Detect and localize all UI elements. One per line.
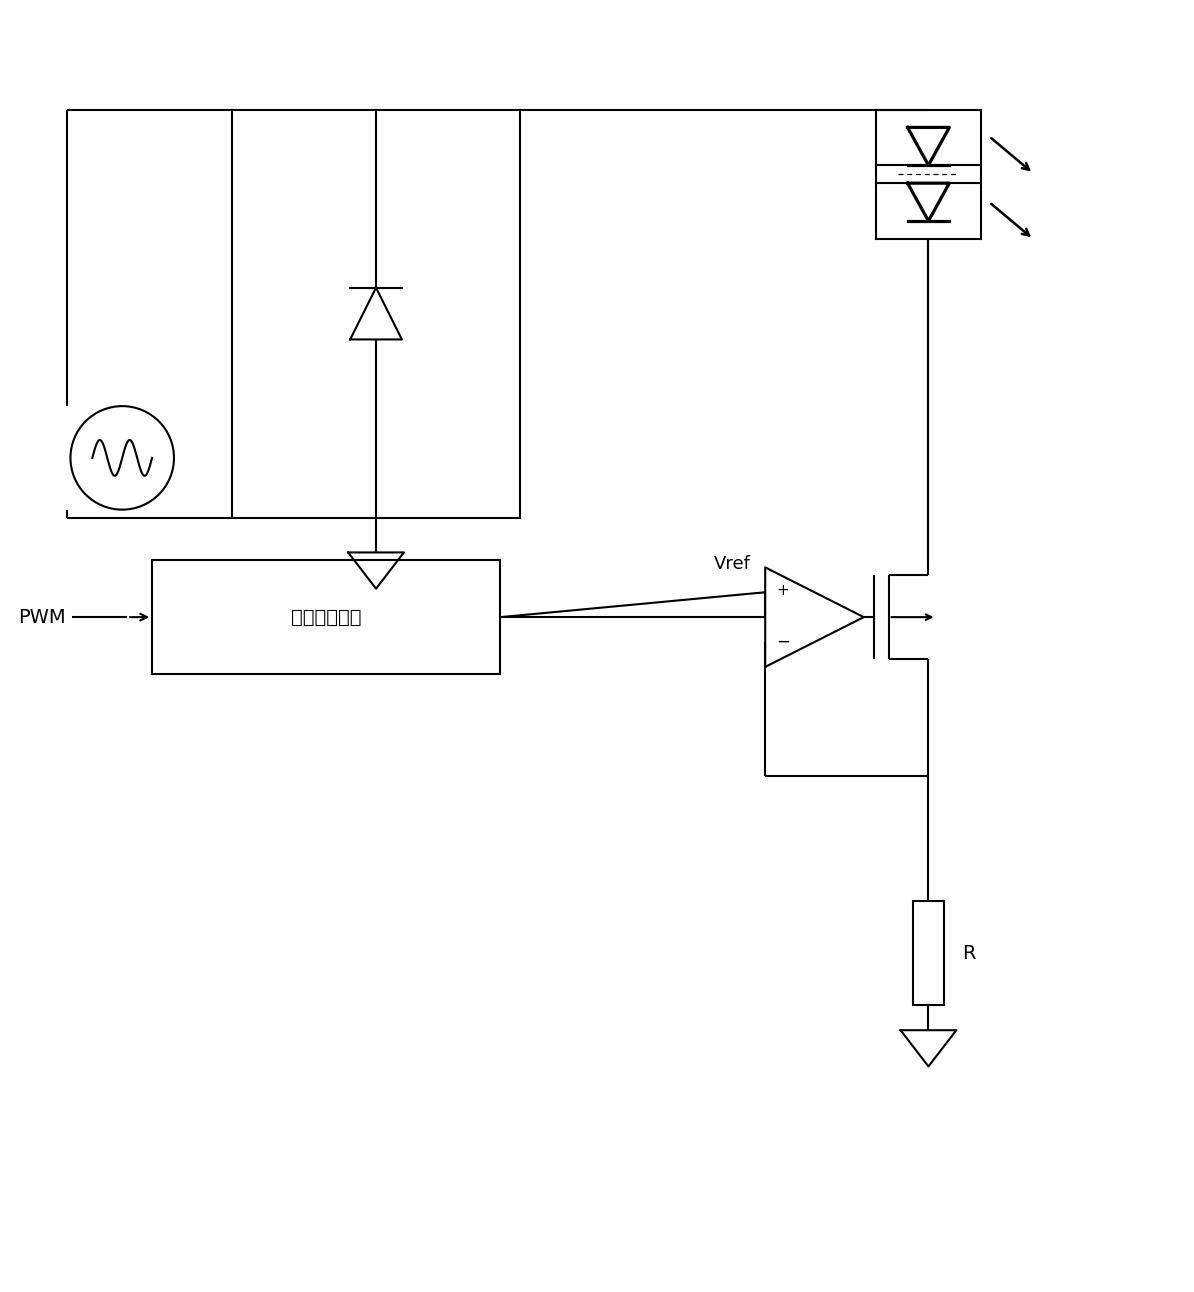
Text: PWM: PWM (18, 607, 66, 627)
Bar (152, 559, 500, 674)
Text: 基准产生单元: 基准产生单元 (291, 607, 362, 627)
Text: Vref: Vref (713, 556, 750, 574)
Bar (232, 110, 521, 518)
Text: R: R (962, 943, 975, 963)
Text: −: − (776, 633, 790, 651)
Bar (912, 901, 944, 1005)
Text: +: + (777, 583, 789, 598)
